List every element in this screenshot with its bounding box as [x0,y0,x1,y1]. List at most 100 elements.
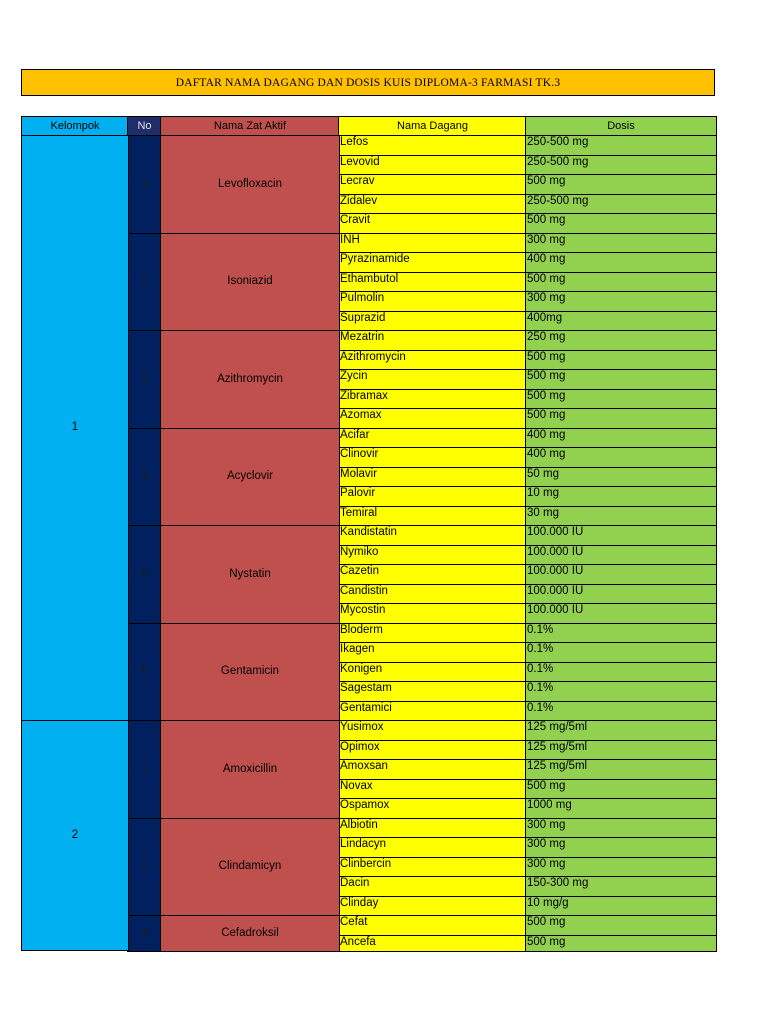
dosis-cell: 125 mg/5ml [525,739,717,760]
dosis-cell: 500 mg [525,369,717,390]
nama-dagang-cell: Pulmolin [338,291,527,312]
dosis-cell: 250-500 mg [525,154,717,175]
zat-aktif-cell: Clindamicyn [160,817,340,916]
dosis-cell: 10 mg [525,486,717,507]
dosis-cell: 500 mg [525,408,717,429]
nama-dagang-cell: Zibramax [338,388,527,409]
dosis-cell: 400 mg [525,447,717,468]
dosis-cell: 1000 mg [525,798,717,819]
dosis-cell: 100.000 IU [525,525,717,546]
zat-aktif-cell: Nystatin [160,525,340,624]
zat-aktif-cell: Levofloxacin [160,135,340,234]
nama-dagang-cell: Ethambutol [338,271,527,292]
nama-dagang-cell: Kandistatin [338,525,527,546]
dosis-cell: 500 mg [525,174,717,195]
nama-dagang-cell: Lindacyn [338,837,527,858]
drug-number-cell: 3 [127,915,162,952]
dosis-cell: 100.000 IU [525,603,717,624]
nama-dagang-cell: Yusimox [338,720,527,741]
dosis-cell: 500 mg [525,271,717,292]
header-dosis: Dosis [525,116,717,136]
dosis-cell: 0.1% [525,700,717,721]
dosis-cell: 500 mg [525,349,717,370]
nama-dagang-cell: Dacin [338,876,527,897]
dosis-cell: 400mg [525,310,717,331]
nama-dagang-cell: Cazetin [338,564,527,585]
nama-dagang-cell: Mezatrin [338,330,527,351]
header-nama-dagang: Nama Dagang [338,116,527,136]
nama-dagang-cell: Sagestam [338,681,527,702]
dosis-cell: 250-500 mg [525,135,717,156]
drug-number-cell: 1 [127,135,162,234]
nama-dagang-cell: Albiotin [338,817,527,838]
header-kelompok: Kelompok [21,116,129,136]
dosis-cell: 125 mg/5ml [525,759,717,780]
drug-number-cell: 5 [127,525,162,624]
zat-aktif-cell: Acyclovir [160,427,340,526]
kelompok-cell: 1 [21,135,129,721]
dosis-cell: 50 mg [525,466,717,487]
nama-dagang-cell: Candistin [338,583,527,604]
nama-dagang-cell: INH [338,232,527,253]
nama-dagang-cell: Cefat [338,915,527,936]
dosis-cell: 300 mg [525,856,717,877]
drug-number-cell: 3 [127,330,162,429]
zat-aktif-cell: Amoxicillin [160,720,340,819]
drug-number-cell: 1 [127,720,162,819]
zat-aktif-cell: Cefadroksil [160,915,340,952]
dosis-cell: 125 mg/5ml [525,720,717,741]
dosis-cell: 300 mg [525,291,717,312]
nama-dagang-cell: Suprazid [338,310,527,331]
nama-dagang-cell: Ancefa [338,934,527,952]
nama-dagang-cell: Zycin [338,369,527,390]
dosis-cell: 500 mg [525,934,717,952]
dosis-cell: 0.1% [525,642,717,663]
nama-dagang-cell: Ospamox [338,798,527,819]
nama-dagang-cell: Azomax [338,408,527,429]
nama-dagang-cell: Palovir [338,486,527,507]
dosis-cell: 100.000 IU [525,583,717,604]
dosis-cell: 300 mg [525,837,717,858]
nama-dagang-cell: Opimox [338,739,527,760]
nama-dagang-cell: Acifar [338,427,527,448]
dosis-cell: 0.1% [525,661,717,682]
nama-dagang-cell: Levovid [338,154,527,175]
header-zat-aktif: Nama Zat Aktif [160,116,340,136]
nama-dagang-cell: Lecrav [338,174,527,195]
nama-dagang-cell: Clinbercin [338,856,527,877]
nama-dagang-cell: Zidalev [338,193,527,214]
dosis-cell: 500 mg [525,213,717,234]
dosis-cell: 150-300 mg [525,876,717,897]
nama-dagang-cell: Lefos [338,135,527,156]
nama-dagang-cell: Azithromycin [338,349,527,370]
dosis-cell: 30 mg [525,505,717,526]
header-no: No [127,116,162,136]
dosis-cell: 500 mg [525,915,717,936]
dosis-cell: 0.1% [525,622,717,643]
nama-dagang-cell: Novax [338,778,527,799]
dosis-cell: 0.1% [525,681,717,702]
zat-aktif-cell: Gentamicin [160,622,340,721]
nama-dagang-cell: Cravit [338,213,527,234]
nama-dagang-cell: Molavir [338,466,527,487]
dosis-cell: 100.000 IU [525,544,717,565]
nama-dagang-cell: Pyrazinamide [338,252,527,273]
dosis-cell: 250 mg [525,330,717,351]
kelompok-cell: 2 [21,720,129,951]
drug-number-cell: 2 [127,817,162,916]
nama-dagang-cell: Mycostin [338,603,527,624]
nama-dagang-cell: Konigen [338,661,527,682]
dosis-cell: 10 mg/g [525,895,717,916]
drug-number-cell: 2 [127,232,162,331]
nama-dagang-cell: Clinday [338,895,527,916]
dosis-cell: 500 mg [525,388,717,409]
dosis-cell: 300 mg [525,232,717,253]
nama-dagang-cell: Ikagen [338,642,527,663]
dosis-cell: 400 mg [525,252,717,273]
dosis-cell: 500 mg [525,778,717,799]
dosis-cell: 400 mg [525,427,717,448]
nama-dagang-cell: Nymiko [338,544,527,565]
zat-aktif-cell: Isoniazid [160,232,340,331]
nama-dagang-cell: Bloderm [338,622,527,643]
